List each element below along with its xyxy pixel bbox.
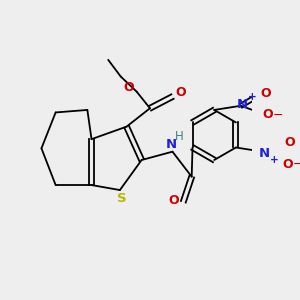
Text: O: O bbox=[168, 194, 178, 207]
Text: O: O bbox=[261, 87, 271, 100]
Text: O: O bbox=[284, 136, 295, 149]
Text: O: O bbox=[176, 86, 186, 99]
Text: N: N bbox=[165, 139, 176, 152]
Text: +: + bbox=[270, 155, 279, 165]
Text: +: + bbox=[248, 92, 257, 102]
Text: N: N bbox=[237, 98, 248, 111]
Text: O: O bbox=[123, 81, 134, 94]
Text: S: S bbox=[117, 192, 126, 205]
Text: −: − bbox=[292, 158, 300, 171]
Text: O: O bbox=[262, 108, 273, 122]
Text: H: H bbox=[175, 130, 184, 143]
Text: O: O bbox=[282, 158, 293, 171]
Text: N: N bbox=[259, 147, 270, 160]
Text: −: − bbox=[272, 108, 283, 122]
